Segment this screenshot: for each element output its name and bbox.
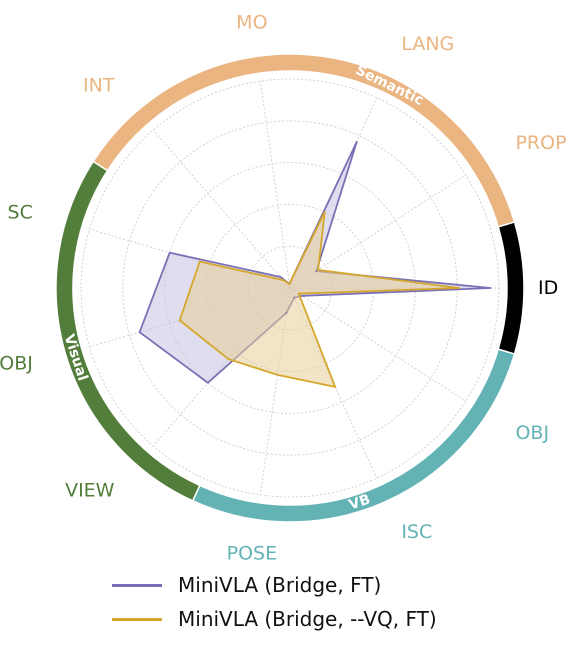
spoke-5: [152, 129, 291, 289]
series-2-point-10: [334, 386, 336, 388]
legend-swatch-series-2: [112, 617, 162, 621]
series-1-point-6: [168, 251, 171, 254]
spoke-9: [259, 287, 291, 495]
series-2-point-3: [323, 211, 326, 213]
series-1-point-8: [207, 381, 209, 384]
series-2-area: [178, 211, 460, 389]
spoke-11: [289, 287, 467, 402]
axis-label-10: ISC: [401, 521, 432, 543]
series-2-point-2: [317, 269, 319, 271]
axis-label-11: OBJ: [515, 422, 549, 444]
series-2-point-6: [198, 260, 201, 263]
series-1-point-7: [138, 331, 141, 333]
ring-segment-id: [497, 221, 525, 355]
series-1-point-3: [356, 140, 358, 143]
series-2-point-1: [458, 287, 461, 289]
ring-segment-semantic: [92, 53, 516, 228]
series-2-point-8: [227, 358, 230, 360]
series-2-point-7: [178, 319, 181, 322]
axis-labels: ID PROP LANG MO INT SC OBJ VIEW POSE ISC OBJ: [0, 12, 567, 565]
axis-label-1: ID: [538, 277, 558, 299]
series-2-point-5: [282, 279, 284, 281]
series-1-point-10: [293, 296, 296, 299]
series-2-point-4: [288, 283, 291, 285]
axis-label-9: POSE: [227, 542, 277, 564]
spoke-2: [289, 174, 467, 289]
axis-label-6: SC: [8, 201, 33, 223]
series-2-point-11: [297, 292, 300, 295]
axis-label-3: LANG: [401, 33, 454, 55]
group-label-semantic: Semantic: [353, 62, 426, 109]
series-2-point-9: [276, 374, 279, 376]
series-1-point-5: [279, 276, 282, 278]
axis-label-2: PROP: [515, 132, 566, 154]
legend-item-series-2: MiniVLA (Bridge, --VQ, FT): [112, 602, 437, 636]
legend-label-series-2: MiniVLA (Bridge, --VQ, FT): [178, 607, 437, 631]
axis-label-8: VIEW: [65, 480, 115, 502]
group-label-vb: VB: [347, 492, 372, 514]
legend-item-series-1: MiniVLA (Bridge, FT): [112, 568, 437, 602]
series-1-point-1: [489, 287, 492, 289]
legend: MiniVLA (Bridge, FT) MiniVLA (Bridge, --…: [112, 568, 437, 636]
axis-label-7: OBJ: [0, 353, 33, 375]
group-ring: Semantic Visual VB: [55, 53, 525, 523]
axis-label-4: MO: [236, 12, 267, 34]
series-1-point-9: [285, 312, 288, 314]
series-1-point-11: [301, 295, 304, 297]
series: [138, 140, 492, 389]
spoke-4: [259, 81, 291, 289]
legend-label-series-1: MiniVLA (Bridge, FT): [178, 573, 382, 597]
legend-swatch-series-1: [112, 583, 162, 587]
group-label-visual: Visual: [61, 332, 91, 383]
axis-label-5: INT: [83, 74, 115, 96]
series-1-point-2: [315, 270, 318, 272]
